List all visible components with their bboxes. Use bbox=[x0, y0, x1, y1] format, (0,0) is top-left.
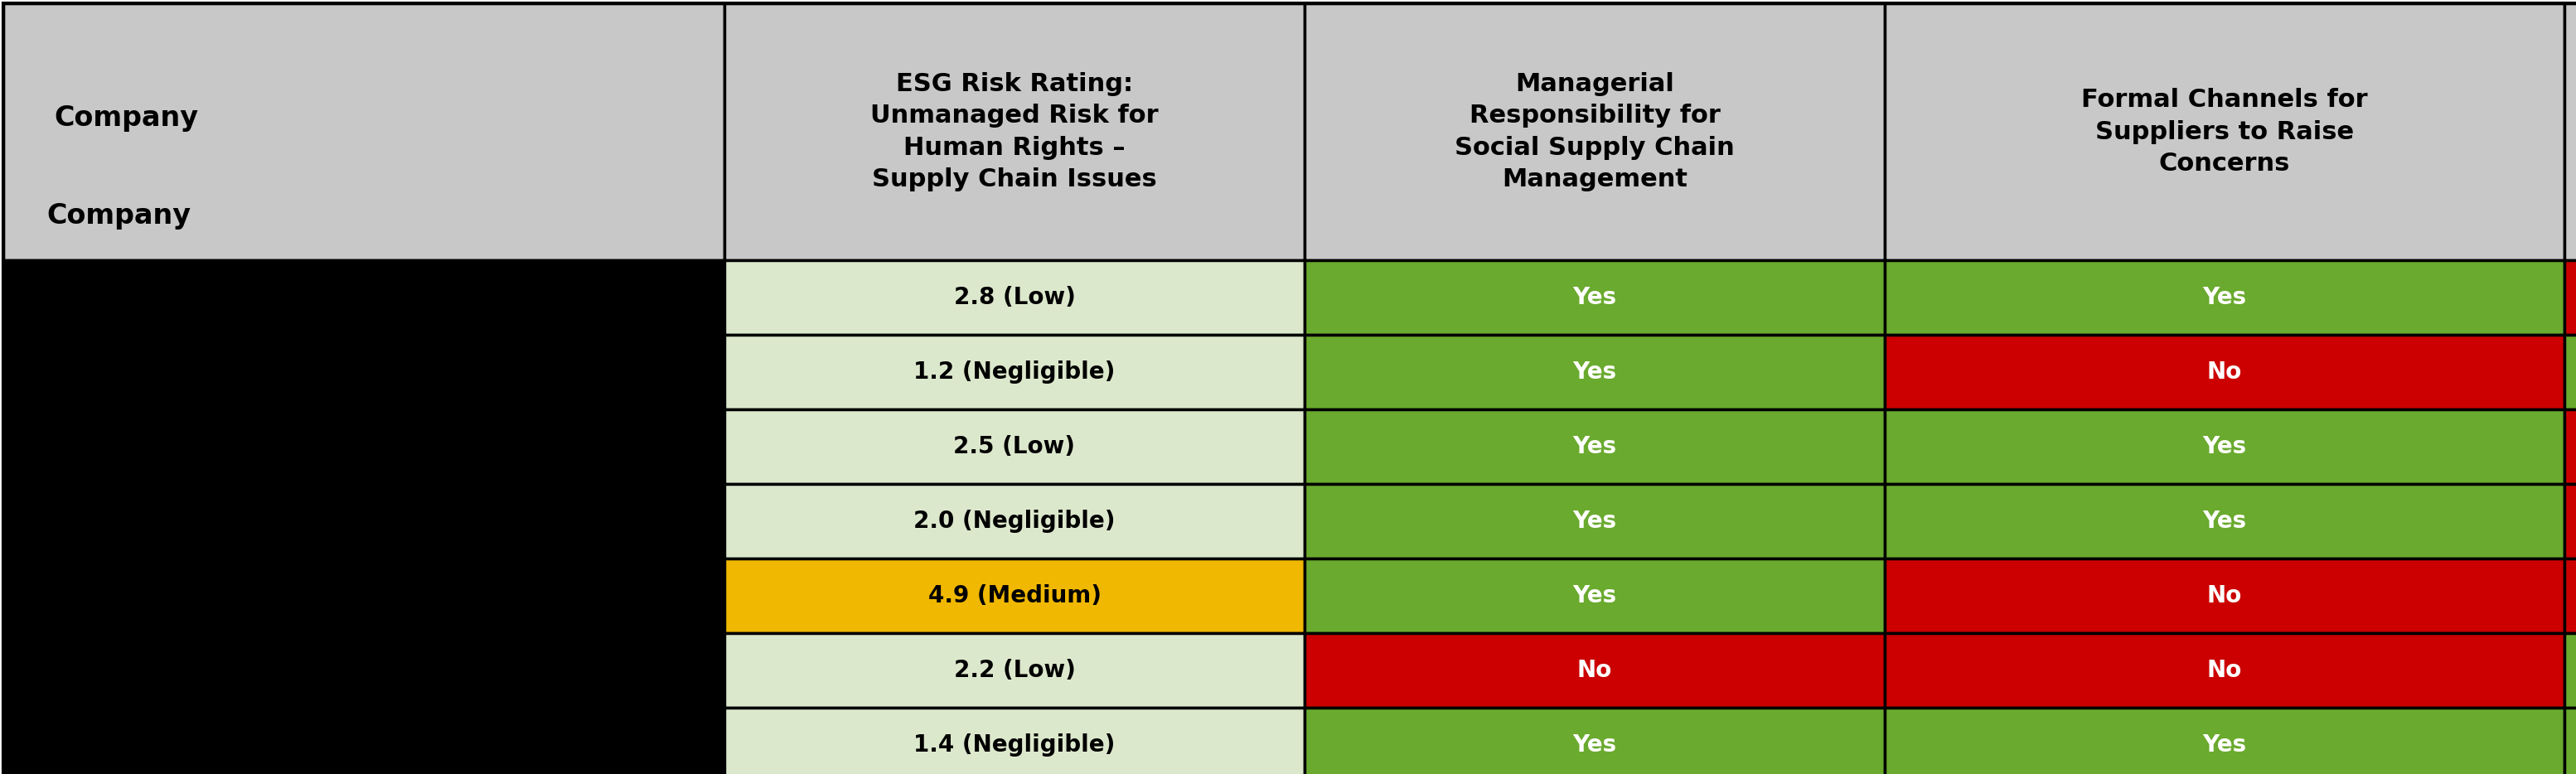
Bar bbox=[1886, 559, 2563, 633]
Bar bbox=[1886, 484, 2563, 559]
Bar bbox=[1886, 633, 2563, 707]
Text: No: No bbox=[2208, 584, 2241, 608]
Text: Yes: Yes bbox=[1574, 361, 1618, 384]
Bar bbox=[2563, 3, 2576, 260]
Text: Yes: Yes bbox=[1574, 584, 1618, 608]
Bar bbox=[2563, 707, 2576, 774]
Bar bbox=[3, 3, 724, 260]
Text: 2.5 (Low): 2.5 (Low) bbox=[953, 435, 1074, 458]
Text: Managerial
Responsibility for
Social Supply Chain
Management: Managerial Responsibility for Social Sup… bbox=[1455, 72, 1734, 191]
Bar bbox=[1886, 3, 2563, 260]
Text: Yes: Yes bbox=[1574, 286, 1618, 309]
Bar bbox=[3, 335, 724, 409]
Text: No: No bbox=[2208, 361, 2241, 384]
Bar bbox=[724, 3, 1303, 260]
Text: Formal Channels for
Suppliers to Raise
Concerns: Formal Channels for Suppliers to Raise C… bbox=[2081, 88, 2367, 176]
Bar bbox=[3, 3, 724, 260]
Bar bbox=[3, 409, 724, 484]
Bar bbox=[1303, 335, 1886, 409]
Text: Yes: Yes bbox=[1574, 509, 1618, 533]
Text: Yes: Yes bbox=[2202, 509, 2246, 533]
Text: Company: Company bbox=[54, 104, 198, 132]
Bar bbox=[724, 335, 1303, 409]
Text: 2.2 (Low): 2.2 (Low) bbox=[953, 659, 1074, 682]
Bar bbox=[724, 707, 1303, 774]
Bar bbox=[724, 633, 1303, 707]
Bar bbox=[1886, 260, 2563, 335]
Text: Yes: Yes bbox=[2202, 435, 2246, 458]
Bar bbox=[2563, 260, 2576, 335]
Bar bbox=[2563, 633, 2576, 707]
Text: Yes: Yes bbox=[2202, 734, 2246, 757]
Bar bbox=[2563, 559, 2576, 633]
Bar bbox=[1303, 633, 1886, 707]
Bar bbox=[1886, 335, 2563, 409]
Text: Yes: Yes bbox=[1574, 734, 1618, 757]
Bar bbox=[3, 633, 724, 707]
Text: No: No bbox=[1577, 659, 1613, 682]
Bar bbox=[1303, 559, 1886, 633]
Bar bbox=[1303, 3, 1886, 260]
Text: Company: Company bbox=[46, 202, 191, 229]
Text: 4.9 (Medium): 4.9 (Medium) bbox=[927, 584, 1100, 608]
Bar bbox=[1886, 707, 2563, 774]
Bar bbox=[724, 559, 1303, 633]
Bar bbox=[1303, 260, 1886, 335]
Bar bbox=[2563, 335, 2576, 409]
Bar bbox=[3, 260, 724, 335]
Bar bbox=[1303, 484, 1886, 559]
Text: Yes: Yes bbox=[1574, 435, 1618, 458]
Bar bbox=[1886, 409, 2563, 484]
Bar bbox=[1303, 707, 1886, 774]
Text: 1.2 (Negligible): 1.2 (Negligible) bbox=[914, 361, 1115, 384]
Text: 2.0 (Negligible): 2.0 (Negligible) bbox=[914, 509, 1115, 533]
Bar bbox=[2563, 409, 2576, 484]
Bar bbox=[3, 484, 724, 559]
Bar bbox=[1303, 409, 1886, 484]
Bar bbox=[3, 559, 724, 633]
Bar bbox=[724, 260, 1303, 335]
Bar bbox=[2563, 484, 2576, 559]
Bar bbox=[3, 707, 724, 774]
Bar bbox=[724, 409, 1303, 484]
Text: ESG Risk Rating:
Unmanaged Risk for
Human Rights –
Supply Chain Issues: ESG Risk Rating: Unmanaged Risk for Huma… bbox=[871, 72, 1159, 191]
Text: 2.8 (Low): 2.8 (Low) bbox=[953, 286, 1074, 309]
Text: Yes: Yes bbox=[2202, 286, 2246, 309]
Text: 1.4 (Negligible): 1.4 (Negligible) bbox=[914, 734, 1115, 757]
Text: No: No bbox=[2208, 659, 2241, 682]
Bar bbox=[724, 484, 1303, 559]
